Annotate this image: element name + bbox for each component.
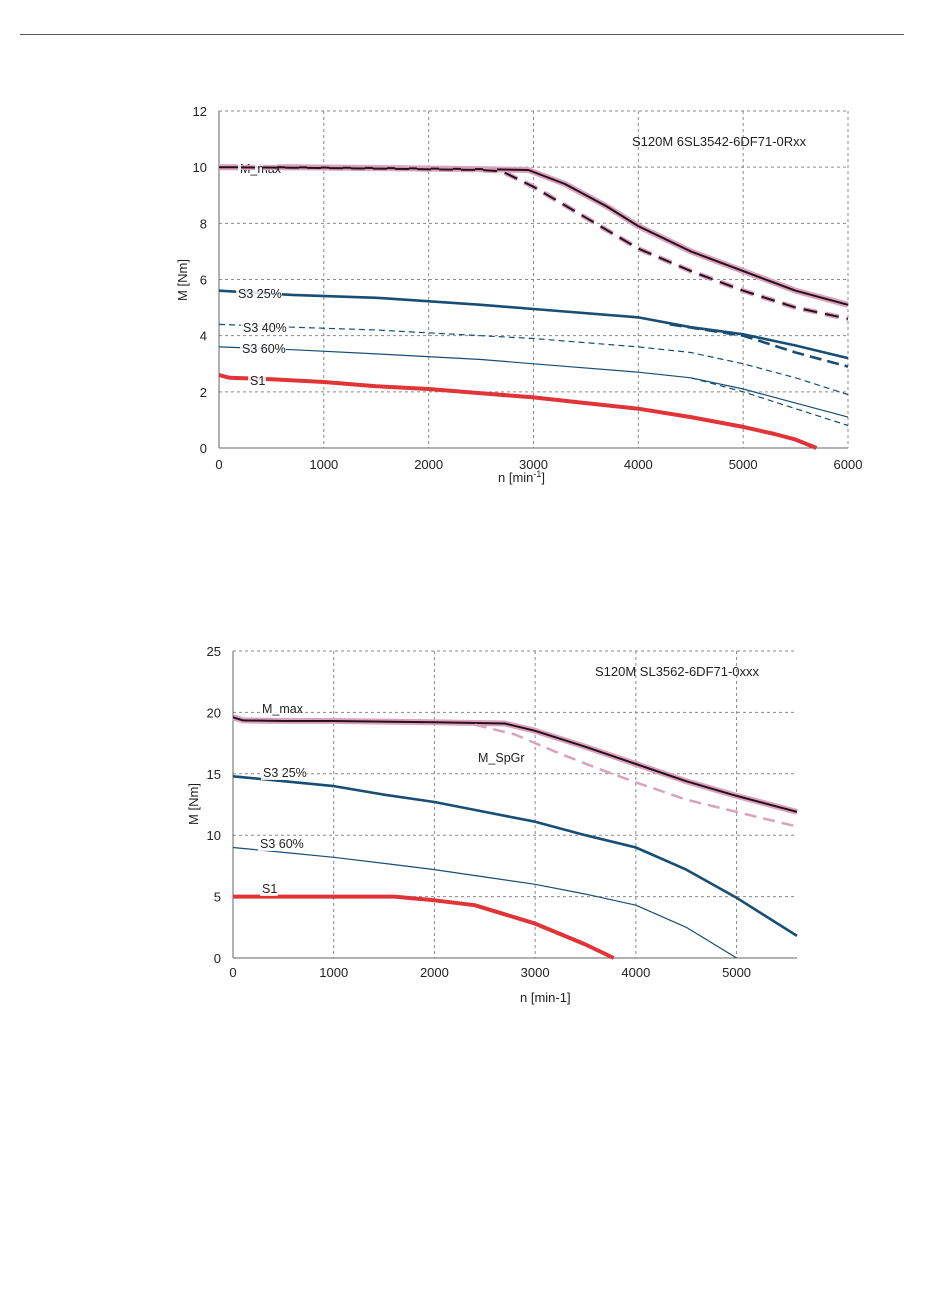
series-label-bg [260,881,278,896]
y-axis-label: M [Nm] [186,783,201,825]
series-m-max: M_max [232,701,798,815]
series-s3-25-: S3 25% [232,765,798,937]
x-tick-label: 1000 [319,965,348,980]
series-label-bg [261,765,307,780]
series-label: S3 25% [263,766,307,780]
x-axis-label-main: n [min-1] [520,990,571,1005]
series-label-bg [241,320,287,335]
x-tick-label: 5000 [729,457,758,472]
series-label-bg [236,286,282,301]
x-tick-label: 5000 [722,965,751,980]
series-label: S1 [262,882,277,896]
series-label-bg [260,701,299,716]
series-label: S1 [250,374,265,388]
y-tick-label: 6 [200,273,207,288]
torque-chart-sl3562: 0 5 10 15 20 25 0 1000 2000 3000 4000 5000 S120M SL3… [186,644,798,1005]
series-line [232,716,798,813]
series-line [474,723,798,828]
y-tick-label: 10 [207,828,221,843]
series-line [669,323,849,368]
series-label: M_SpGr [478,751,525,765]
x-tick-label: 1000 [309,457,338,472]
grid [219,110,849,448]
page-header-rule [20,34,904,35]
x-tick-label: 4000 [621,965,650,980]
series-line [218,323,849,396]
series-m-spgr: M_SpGr [474,723,798,828]
x-tick-label: 2000 [420,965,449,980]
y-tick-label: 12 [193,104,207,119]
y-tick-label: 8 [200,216,207,231]
series-s1: S1 [233,881,615,960]
x-tick-label: 4000 [624,457,653,472]
series-unnamed-1 [218,164,849,322]
series-s3-25-: S3 25% [218,286,849,360]
series-s3-40-: S3 40% [218,320,849,396]
x-tick-label: 0 [215,457,222,472]
x-tick-label: 6000 [834,457,863,472]
series-label: S3 25% [238,287,282,301]
series-s3-60-: S3 60% [218,341,849,418]
y-tick-label: 15 [207,767,221,782]
series-label-bg [248,373,266,388]
series-line [218,166,849,320]
x-tick-label: 3000 [519,457,548,472]
series-line [690,377,849,427]
y-tick-label: 2 [200,385,207,400]
chart-title: S120M SL3562-6DF71-0xxx [595,664,760,679]
y-tick-label: 5 [214,890,221,905]
series-line [232,846,737,959]
x-tick-label: 2000 [414,457,443,472]
series-unnamed-3 [669,323,849,368]
x-axis-label: n [min-1] [520,990,571,1005]
grid [233,650,797,958]
series-s1: S1 [218,373,818,450]
y-axis-label: M [Nm] [175,259,190,301]
chart-title: S120M 6SL3542-6DF71-0Rxx [632,134,807,149]
series-unnamed-6 [690,377,849,427]
y-tick-label: 10 [193,160,207,175]
series-label: S3 60% [260,837,304,851]
series-line [218,346,849,418]
series-label-bg [476,750,522,765]
x-tick-label: 3000 [521,965,550,980]
series-line [232,775,798,937]
series-line [218,373,818,450]
x-axis-label-main: n [min [498,470,533,485]
x-tick-label: 0 [229,965,236,980]
y-tick-label: 0 [200,441,207,456]
x-axis-label-close: ] [541,470,545,485]
series-label-bg [238,161,277,176]
y-tick-label: 4 [200,329,207,344]
series-line [233,894,615,960]
series-line [218,289,849,360]
series-label: S3 60% [242,342,286,356]
series-s3-60-: S3 60% [232,836,737,959]
series-label-bg [240,341,286,356]
series-label-bg [258,836,304,851]
y-tick-label: 0 [214,951,221,966]
series-label: S3 40% [243,321,287,335]
y-tick-label: 25 [207,644,221,659]
x-axis-label: n [min-1] [498,469,545,485]
series-label: M_max [262,702,304,716]
y-tick-label: 20 [207,705,221,720]
torque-chart-6sl3542: 0 2 4 6 8 10 12 0 1000 2000 3000 4000 5000 6000 S120M … [175,104,863,485]
x-axis-label-sup: -1 [533,469,541,479]
